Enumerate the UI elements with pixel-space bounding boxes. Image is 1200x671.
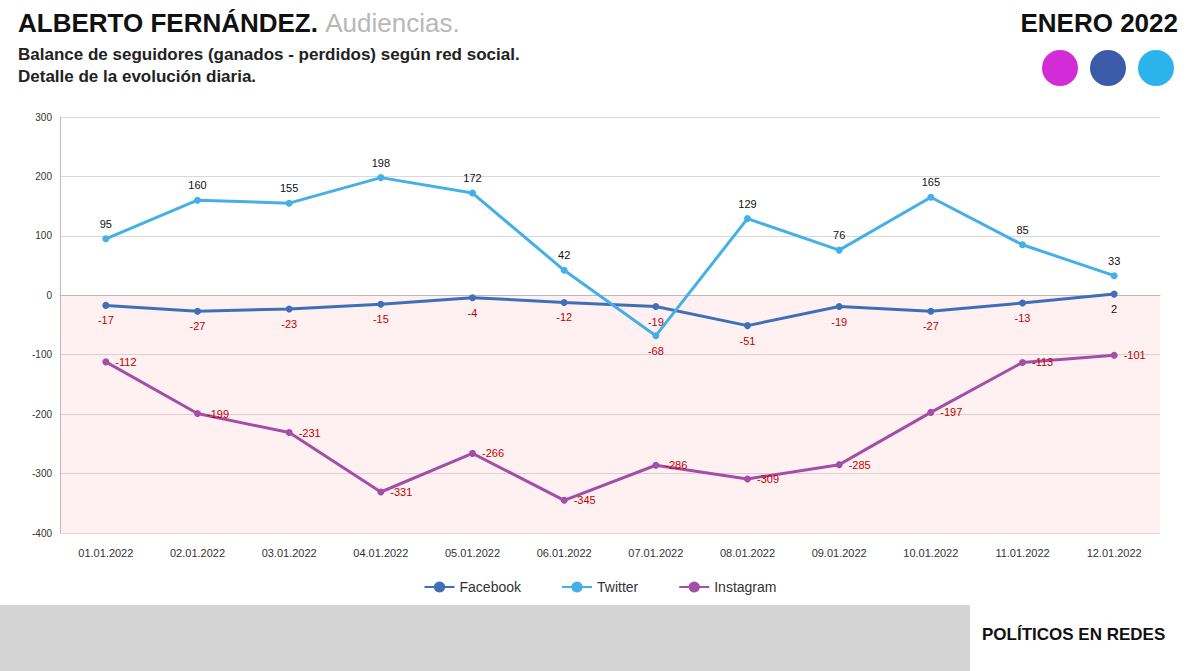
svg-text:06.01.2022: 06.01.2022 — [537, 547, 592, 559]
html-text:ENERO 2022: ENERO 2022 — [1020, 8, 1178, 38]
svg-text:-200: -200 — [32, 409, 52, 420]
svg-text:Twitter: Twitter — [597, 579, 639, 595]
svg-text:-15: -15 — [373, 313, 389, 325]
svg-text:-19: -19 — [831, 316, 847, 328]
svg-text:-17: -17 — [98, 314, 114, 326]
html-text:POLÍTICOS EN REDES: POLÍTICOS EN REDES — [982, 625, 1166, 644]
svg-text:-400: -400 — [32, 528, 52, 539]
svg-text:10.01.2022: 10.01.2022 — [903, 547, 958, 559]
svg-text:-113: -113 — [1032, 356, 1053, 368]
svg-text:-286: -286 — [665, 459, 687, 471]
svg-text:-19: -19 — [648, 316, 664, 328]
svg-text:-27: -27 — [190, 320, 206, 332]
svg-text:160: 160 — [188, 179, 206, 191]
svg-text:300: 300 — [35, 112, 52, 123]
svg-text:-199: -199 — [207, 408, 229, 420]
svg-text:200: 200 — [35, 171, 52, 182]
svg-text:0: 0 — [46, 290, 52, 301]
svg-text:09.01.2022: 09.01.2022 — [812, 547, 867, 559]
svg-text:76: 76 — [833, 229, 845, 241]
svg-text:-331: -331 — [390, 486, 412, 498]
svg-text:-112: -112 — [115, 356, 136, 368]
svg-text:-345: -345 — [574, 494, 596, 506]
svg-text:-51: -51 — [740, 335, 756, 347]
svg-text:-4: -4 — [468, 307, 478, 319]
html-text:Balance de seguidores (ganados: Balance de seguidores (ganados - perdido… — [18, 45, 520, 64]
svg-text:03.01.2022: 03.01.2022 — [262, 547, 317, 559]
svg-text:-285: -285 — [849, 459, 871, 471]
svg-text:04.01.2022: 04.01.2022 — [353, 547, 408, 559]
svg-text:-101: -101 — [1124, 349, 1146, 361]
svg-text:-23: -23 — [281, 318, 297, 330]
svg-text:Facebook: Facebook — [460, 579, 522, 595]
svg-text:-68: -68 — [648, 345, 664, 357]
svg-text:172: 172 — [463, 172, 481, 184]
svg-text:01.01.2022: 01.01.2022 — [78, 547, 133, 559]
svg-text:02.01.2022: 02.01.2022 — [170, 547, 225, 559]
svg-text:33: 33 — [1108, 255, 1120, 267]
svg-text:129: 129 — [738, 198, 756, 210]
svg-text:-27: -27 — [923, 320, 939, 332]
svg-text:-309: -309 — [757, 473, 779, 485]
svg-text:08.01.2022: 08.01.2022 — [720, 547, 775, 559]
svg-text:198: 198 — [372, 157, 390, 169]
svg-text:100: 100 — [35, 230, 52, 241]
svg-text:-197: -197 — [940, 406, 962, 418]
svg-text:-300: -300 — [32, 468, 52, 479]
svg-text:155: 155 — [280, 182, 298, 194]
svg-text:-12: -12 — [556, 311, 572, 323]
svg-text:12.01.2022: 12.01.2022 — [1087, 547, 1142, 559]
html-text:Detalle de la evolución diaria: Detalle de la evolución diaria. — [18, 67, 257, 86]
svg-text:05.01.2022: 05.01.2022 — [445, 547, 500, 559]
svg-text:2: 2 — [1111, 303, 1117, 315]
svg-text:95: 95 — [100, 218, 112, 230]
svg-text:-231: -231 — [299, 427, 321, 439]
svg-text:07.01.2022: 07.01.2022 — [628, 547, 683, 559]
svg-text:11.01.2022: 11.01.2022 — [995, 547, 1049, 559]
svg-text:-266: -266 — [482, 447, 504, 459]
html-text:ALBERTO FERNÁNDEZ. Audiencias.: ALBERTO FERNÁNDEZ. Audiencias. — [18, 8, 460, 38]
svg-text:-13: -13 — [1015, 312, 1031, 324]
svg-text:Instagram: Instagram — [714, 579, 776, 595]
svg-text:-100: -100 — [32, 349, 52, 360]
svg-text:165: 165 — [922, 176, 940, 188]
svg-text:85: 85 — [1016, 224, 1028, 236]
svg-text:42: 42 — [558, 249, 570, 261]
